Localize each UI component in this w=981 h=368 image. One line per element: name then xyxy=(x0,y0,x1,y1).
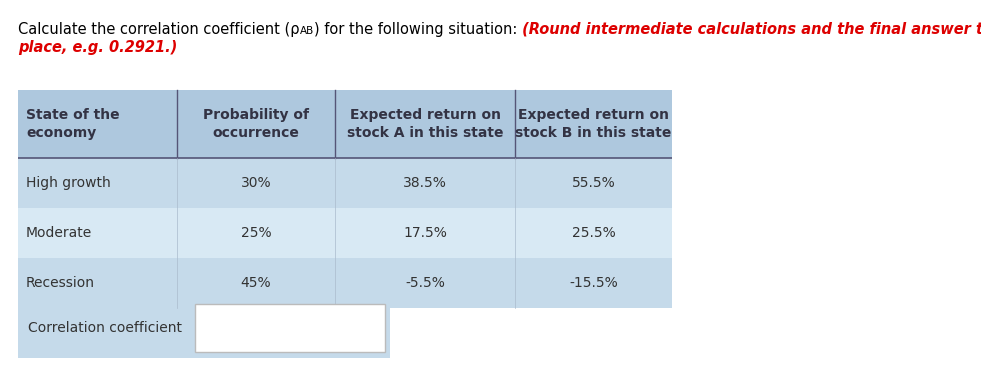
Text: -5.5%: -5.5% xyxy=(405,276,445,290)
Text: 30%: 30% xyxy=(240,176,272,190)
Text: Expected return on
stock A in this state: Expected return on stock A in this state xyxy=(346,108,503,139)
Text: 25.5%: 25.5% xyxy=(572,226,615,240)
Text: Expected return on
stock B in this state: Expected return on stock B in this state xyxy=(515,108,672,139)
Text: 45%: 45% xyxy=(240,276,272,290)
Text: High growth: High growth xyxy=(26,176,111,190)
Text: Moderate: Moderate xyxy=(26,226,92,240)
Text: Correlation coefficient: Correlation coefficient xyxy=(28,321,182,335)
Text: place, e.g. 0.2921.): place, e.g. 0.2921.) xyxy=(18,40,178,55)
Text: Probability of
occurrence: Probability of occurrence xyxy=(203,108,309,139)
Text: Recession: Recession xyxy=(26,276,95,290)
Text: 38.5%: 38.5% xyxy=(403,176,447,190)
Text: 25%: 25% xyxy=(240,226,272,240)
Bar xyxy=(18,298,390,358)
Bar xyxy=(18,90,672,158)
Text: 55.5%: 55.5% xyxy=(572,176,615,190)
Bar xyxy=(18,208,672,258)
Text: AB: AB xyxy=(299,26,314,36)
Text: ) for the following situation:: ) for the following situation: xyxy=(314,22,517,37)
Bar xyxy=(195,304,385,352)
Text: Calculate the correlation coefficient (ρ: Calculate the correlation coefficient (ρ xyxy=(18,22,299,37)
Text: State of the
economy: State of the economy xyxy=(26,108,120,139)
Text: 17.5%: 17.5% xyxy=(403,226,447,240)
Text: -15.5%: -15.5% xyxy=(569,276,618,290)
Bar xyxy=(18,258,672,308)
Bar xyxy=(18,158,672,208)
Text: (Round intermediate calculations and the final answer to 4 decimal: (Round intermediate calculations and the… xyxy=(517,22,981,37)
